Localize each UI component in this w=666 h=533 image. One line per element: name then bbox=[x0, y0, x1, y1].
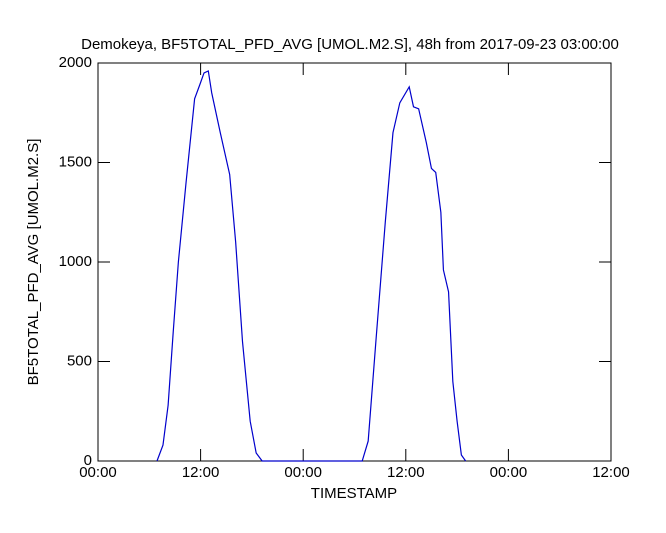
x-tick-label: 00:00 bbox=[284, 464, 322, 481]
x-tick-label: 00:00 bbox=[490, 464, 528, 481]
x-axis-label: TIMESTAMP bbox=[311, 485, 397, 502]
plot-frame bbox=[97, 62, 612, 462]
y-tick-label: 1500 bbox=[59, 153, 92, 170]
data-line bbox=[156, 70, 467, 462]
y-tick-label: 0 bbox=[84, 452, 92, 469]
x-tick-label: 00:00 bbox=[79, 464, 117, 481]
chart-title: Demokeya, BF5TOTAL_PFD_AVG [UMOL.M2.S], … bbox=[81, 36, 619, 53]
y-axis-label: BF5TOTAL_PFD_AVG [UMOL.M2.S] bbox=[25, 139, 42, 386]
y-tick-label: 500 bbox=[67, 352, 92, 369]
x-tick-label: 12:00 bbox=[182, 464, 220, 481]
x-tick-label: 12:00 bbox=[387, 464, 425, 481]
y-tick-label: 1000 bbox=[59, 253, 92, 270]
y-tick-label: 2000 bbox=[59, 54, 92, 71]
x-tick-label: 12:00 bbox=[592, 464, 630, 481]
